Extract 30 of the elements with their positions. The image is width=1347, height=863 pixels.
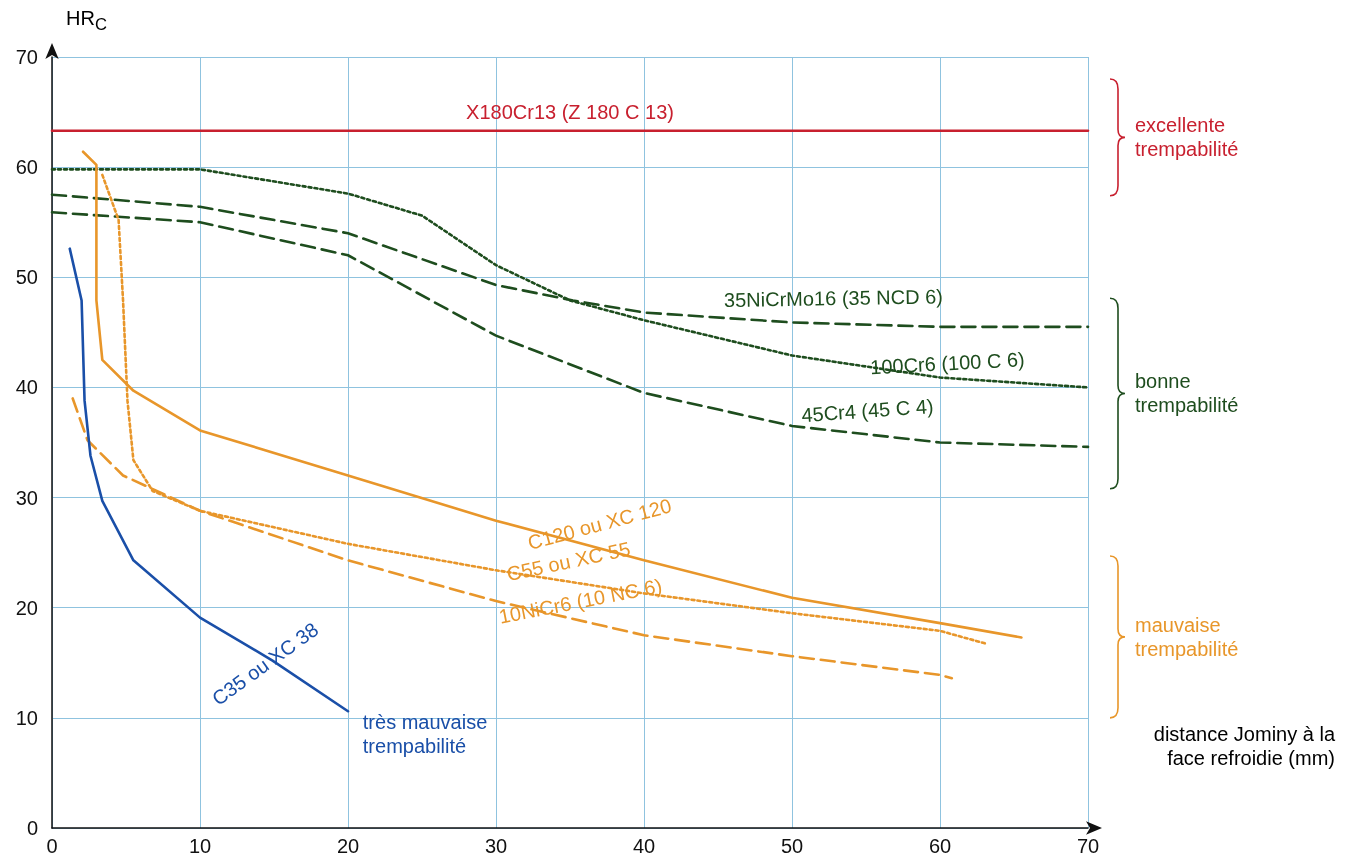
line-series [50,168,1090,389]
annotation: très mauvaise trempabilité [362,710,489,759]
line-series [68,247,350,713]
x-tick-label: 60 [928,835,952,857]
x-tick-label: 50 [780,835,804,857]
y-axis-title: HR$_{C}$ [66,6,107,36]
x-tick-label: 40 [632,835,656,857]
text: C35 ou XC 38 [207,618,323,710]
text: bonne trempabilité [1135,369,1240,418]
series-label: 45Cr4 (45 C 4) [800,394,935,427]
y-tick-label: 30 [15,486,38,509]
series-label: 100Cr6 (100 C 6) [869,348,1026,379]
y-tick-label: 70 [15,46,38,68]
x-tick-label: 20 [336,835,360,857]
text: mauvaise trempabilité [1135,612,1240,661]
x-axis-title: distance Jominy à la face refroidie (mm) [1152,722,1335,770]
series-label: X180Cr13 (Z 180 C 13) [466,101,674,124]
y-tick-label: 50 [15,266,38,289]
x-tick-label: 10 [188,835,212,857]
text: excellente trempabilité [1135,113,1240,162]
x-tick-label: 0 [46,835,58,857]
y-tick-label: 10 [15,706,38,729]
y-tick-label: 0 [26,817,38,839]
y-tick-label: 60 [15,156,38,179]
x-tick-label: 30 [484,835,508,857]
line-series [50,211,1090,449]
y-tick-label: 20 [15,596,38,619]
x-tick-label: 70 [1076,835,1100,857]
y-tick-label: 40 [15,376,38,399]
series-label: 35NiCrMo16 (35 NCD 6) [723,285,944,312]
